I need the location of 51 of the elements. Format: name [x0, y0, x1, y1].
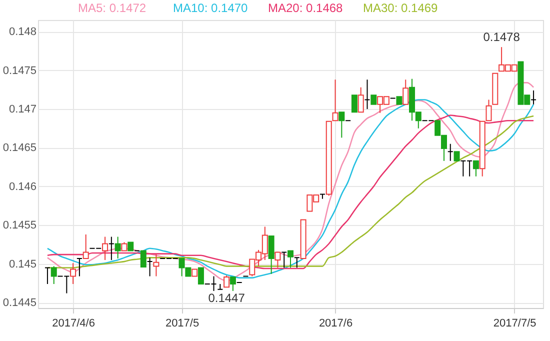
text: MA10: 0.1470: [173, 1, 248, 15]
x-tick-label: 2017/7/5: [493, 318, 536, 330]
candlestick: [268, 236, 274, 274]
candlestick: [332, 79, 338, 122]
candlestick: [230, 276, 236, 292]
candlestick: [217, 284, 224, 290]
candlestick: [153, 254, 160, 277]
y-tick-label: 0.146: [8, 180, 36, 193]
candlestick: [140, 250, 146, 268]
candlestick: [70, 262, 76, 284]
candlestick: [472, 160, 479, 177]
candlestick: [319, 194, 326, 200]
candlestick: [82, 234, 89, 259]
annotation: 0.1447: [208, 291, 246, 306]
y-tick-label: 0.148: [8, 26, 36, 38]
x-tick-label: 2017/4/6: [52, 318, 95, 330]
y-tick-label: 0.1465: [2, 142, 36, 154]
y-tick-label: 0.145: [8, 258, 36, 270]
text: MA20: 0.1468: [268, 1, 344, 15]
candlestick: [364, 79, 370, 110]
text: MA5: 0.1472: [78, 1, 146, 15]
candlestick: [530, 90, 537, 105]
candlestick: [108, 236, 114, 260]
candlestick: [281, 252, 288, 268]
candlestick: [102, 236, 108, 260]
x-tick-label: 2017/6: [318, 318, 353, 330]
candlestick: [454, 151, 460, 162]
candlestick: [274, 252, 281, 268]
y-tick-label: 0.1445: [2, 297, 36, 310]
annotation: 0.1478: [483, 30, 520, 44]
candlestick: [288, 250, 294, 268]
candlestick: [338, 112, 345, 138]
candlestick: [44, 267, 50, 284]
candlestick: [198, 267, 204, 284]
candlestick: [50, 266, 57, 284]
y-tick-label: 0.1475: [2, 64, 36, 77]
candlestick: [370, 94, 377, 105]
candlestick: [224, 274, 230, 288]
candlestick: [358, 86, 364, 113]
y-tick-label: 0.147: [8, 104, 36, 116]
candlestick: [402, 79, 409, 105]
text: MA30: 0.1469: [363, 1, 438, 15]
x-tick-label: 2017/5: [165, 318, 200, 330]
candlestick: [351, 94, 358, 113]
candlestick: [294, 257, 300, 268]
candlestick: [486, 99, 492, 122]
y-tick-label: 0.1455: [2, 220, 36, 232]
candlestick: [114, 236, 121, 259]
candlestick: [146, 257, 153, 277]
candlestick: [76, 258, 82, 277]
candlestick: [447, 143, 454, 162]
